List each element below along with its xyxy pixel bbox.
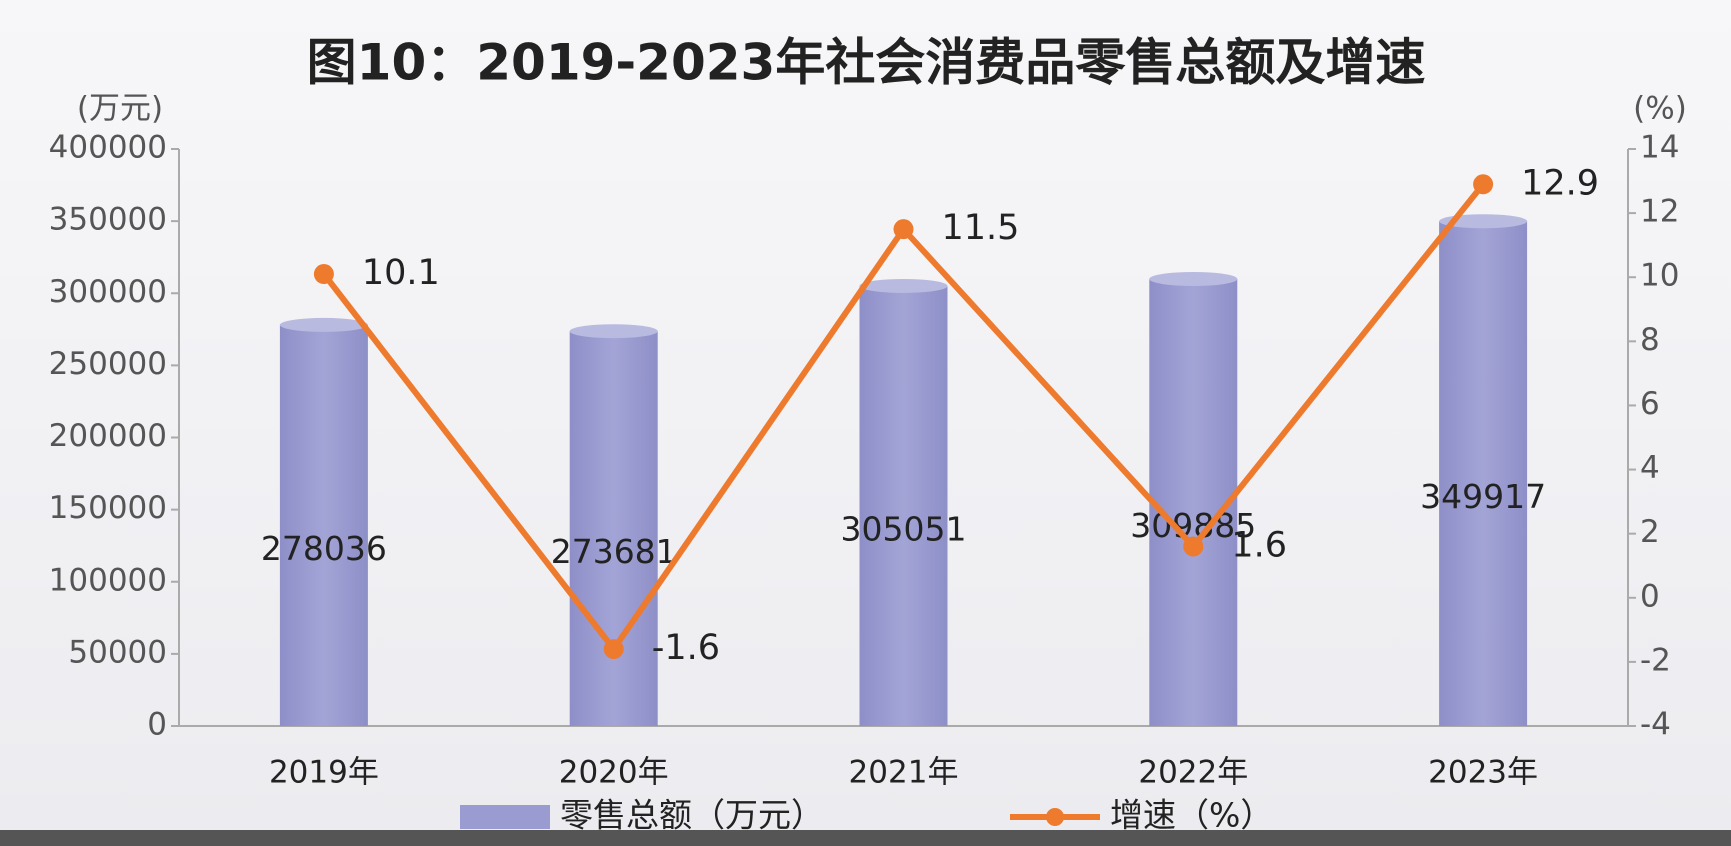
line-point: [603, 639, 624, 660]
y2-tick-label: 6: [1640, 386, 1660, 422]
bar-cap: [1439, 214, 1528, 229]
bottom-strip: [0, 830, 1731, 846]
y2-axis-label: (%): [1633, 91, 1687, 127]
y2-tick-label: 12: [1640, 194, 1679, 230]
x-tick-label: 2020年: [559, 755, 669, 791]
bar: [1149, 278, 1238, 726]
bar-cap: [569, 324, 658, 339]
line-value-label: 12.9: [1521, 163, 1599, 203]
y-tick-label: 50000: [68, 634, 167, 670]
line-value-label: 10.1: [362, 253, 440, 293]
bar-cap: [279, 317, 368, 332]
y-tick-label: 250000: [49, 346, 167, 382]
bar: [1439, 221, 1528, 726]
y-tick-label: 200000: [49, 418, 167, 454]
legend-label: 增速（%）: [1110, 796, 1273, 835]
bar-value-label: 305051: [841, 509, 967, 548]
line-value-label: 11.5: [942, 208, 1020, 248]
x-tick-label: 2023年: [1428, 755, 1538, 791]
bar: [859, 285, 948, 726]
y2-tick-label: 2: [1640, 514, 1660, 550]
y2-tick-label: -2: [1640, 642, 1671, 678]
x-tick-label: 2019年: [269, 755, 379, 791]
y-tick-label: 400000: [49, 130, 167, 166]
bar: [569, 331, 658, 726]
y-tick-label: 350000: [49, 202, 167, 238]
y2-tick-label: 14: [1640, 130, 1679, 166]
chart-title: 图10：2019-2023年社会消费品零售总额及增速: [307, 34, 1426, 92]
bar-value-label: 273681: [551, 532, 677, 571]
line-point: [1183, 536, 1204, 557]
bar: [279, 324, 368, 726]
y2-tick-label: 10: [1640, 258, 1679, 294]
line-value-label: 1.6: [1231, 525, 1287, 565]
y2-tick-label: 0: [1640, 578, 1660, 614]
line-value-label: -1.6: [652, 628, 720, 668]
y-tick-label: 0: [147, 707, 167, 743]
bar-cap: [859, 278, 948, 293]
y2-tick-label: 8: [1640, 322, 1660, 358]
y-tick-label: 150000: [49, 490, 167, 526]
y2-tick-label: 4: [1640, 450, 1660, 486]
x-tick-label: 2022年: [1138, 755, 1248, 791]
line-point: [313, 264, 334, 285]
bar-cap: [1149, 271, 1238, 286]
bar-value-label: 278036: [261, 529, 387, 568]
legend-swatch: [460, 805, 550, 829]
bar-value-label: 349917: [1420, 477, 1546, 516]
line-point: [1473, 174, 1494, 195]
legend-swatch-point: [1046, 808, 1064, 826]
legend-label: 零售总额（万元）: [560, 796, 824, 835]
y-tick-label: 100000: [49, 562, 167, 598]
y-tick-label: 300000: [49, 274, 167, 310]
line-point: [893, 219, 914, 240]
y-axis-label: (万元): [77, 91, 163, 127]
y2-tick-label: -4: [1640, 707, 1671, 743]
x-tick-label: 2021年: [849, 755, 959, 791]
